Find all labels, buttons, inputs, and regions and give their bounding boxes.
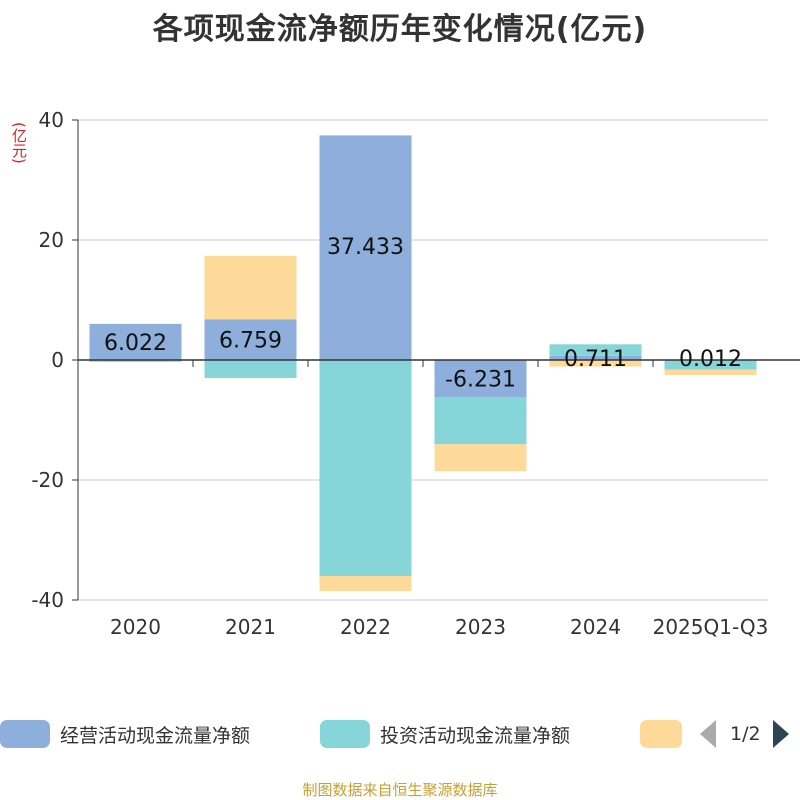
x-tick-label: 2021	[225, 615, 276, 639]
bar-segment	[89, 360, 182, 362]
bar-segment	[549, 355, 642, 360]
data-label: 0.012	[679, 347, 742, 372]
legend-label-operating: 经营活动现金流量净额	[60, 724, 251, 747]
x-tick-label: 2025Q1-Q3	[653, 615, 769, 639]
bar-segment	[549, 360, 642, 367]
data-label: 37.433	[327, 235, 404, 260]
bar-segment	[204, 319, 297, 360]
legend-swatch-investing	[320, 720, 370, 748]
legend-pager: 1/2	[700, 716, 789, 752]
x-tick-label: 2024	[570, 615, 621, 639]
legend-label-investing: 投资活动现金流量净额	[380, 724, 571, 747]
bar-segment	[204, 255, 297, 320]
y-tick-label: 40	[39, 108, 64, 132]
legend-item-investing[interactable]: 投资活动现金流量净额	[320, 716, 570, 752]
data-label: 6.759	[219, 329, 282, 354]
data-label: 6.022	[104, 331, 167, 356]
bar-segment	[319, 576, 412, 591]
chart-title: 各项现金流净额历年变化情况(亿元)	[152, 12, 648, 47]
x-tick-label: 2023	[455, 615, 506, 639]
legend-page-indicator: 1/2	[730, 723, 761, 745]
bar-segment	[319, 135, 412, 360]
bar-segment	[434, 444, 527, 472]
y-tick-label: -40	[31, 588, 64, 612]
legend-prev-arrow-icon[interactable]	[700, 720, 716, 748]
bar-segment	[319, 360, 412, 576]
data-label: 0.711	[564, 347, 627, 372]
legend-item-financing[interactable]	[640, 716, 682, 752]
bar-segment	[434, 360, 527, 398]
legend: 经营活动现金流量净额 投资活动现金流量净额 1/2	[0, 716, 800, 752]
legend-item-operating[interactable]: 经营活动现金流量净额	[0, 716, 250, 752]
y-axis-unit-label: (亿元)	[10, 122, 28, 164]
data-source-note: 制图数据来自恒生聚源数据库	[302, 781, 498, 799]
legend-swatch-operating	[0, 720, 50, 748]
data-label: -6.231	[445, 368, 516, 393]
bar-segment	[664, 360, 757, 370]
legend-next-arrow-icon[interactable]	[772, 720, 789, 748]
x-tick-label: 2020	[110, 615, 161, 639]
bar-segment	[204, 360, 297, 378]
bar-segment	[434, 397, 527, 445]
bar-segment	[664, 369, 757, 375]
chart-canvas: -40 -20 0 20 40 2020 2021 2022 2023 2024 2025Q1-Q3…	[31, 108, 800, 639]
bar-segment	[549, 344, 642, 356]
bar-segment	[89, 323, 182, 360]
y-tick-label: 0	[51, 348, 64, 372]
x-tick-label: 2022	[340, 615, 391, 639]
y-tick-label: -20	[31, 468, 64, 492]
y-tick-label: 20	[39, 228, 64, 252]
legend-swatch-financing	[640, 720, 682, 748]
